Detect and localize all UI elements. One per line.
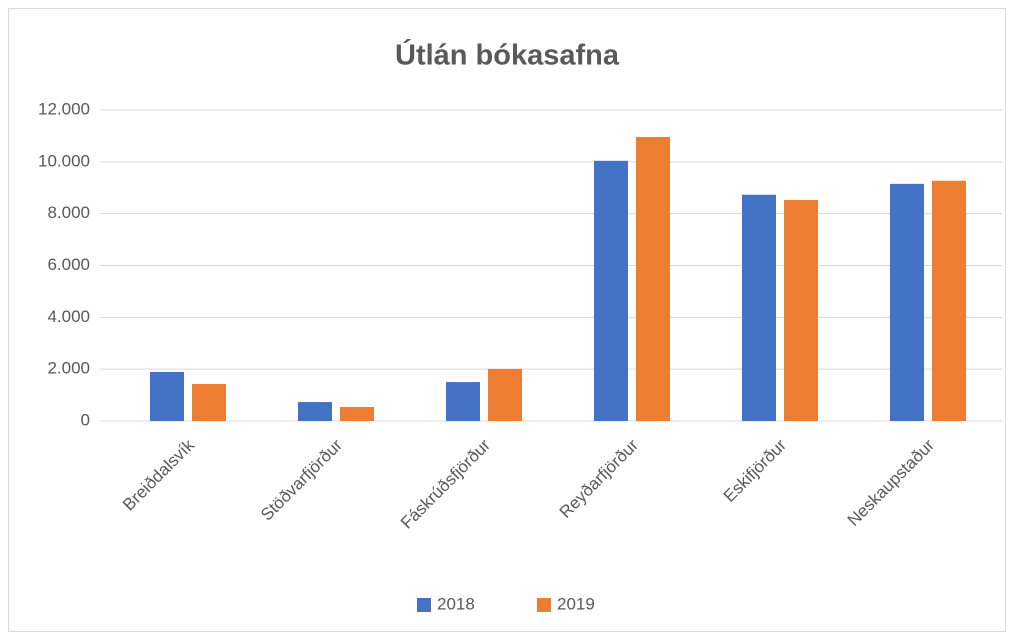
- chart-border: [8, 8, 1006, 632]
- y-tick-label: 0: [81, 410, 90, 429]
- legend-swatch: [537, 598, 551, 612]
- y-tick-label: 8.000: [47, 203, 90, 222]
- y-tick-label: 4.000: [47, 307, 90, 326]
- y-tick-label: 2.000: [47, 359, 90, 378]
- bar: [742, 194, 776, 421]
- bar: [488, 368, 522, 421]
- y-tick-label: 10.000: [38, 151, 90, 170]
- bar: [446, 382, 480, 421]
- bar: [932, 180, 966, 421]
- bar: [784, 199, 818, 421]
- chart-title: Útlán bókasafna: [395, 38, 620, 72]
- legend-label: 2018: [437, 594, 475, 613]
- legend-swatch: [417, 598, 431, 612]
- y-tick-label: 6.000: [47, 255, 90, 274]
- bar: [890, 183, 924, 421]
- bar: [192, 383, 226, 421]
- bar: [340, 407, 374, 421]
- y-tick-label: 12.000: [38, 99, 90, 118]
- bar: [150, 372, 184, 421]
- bar: [594, 160, 628, 421]
- legend-label: 2019: [557, 594, 595, 613]
- bar: [636, 136, 670, 421]
- bar: [298, 402, 332, 421]
